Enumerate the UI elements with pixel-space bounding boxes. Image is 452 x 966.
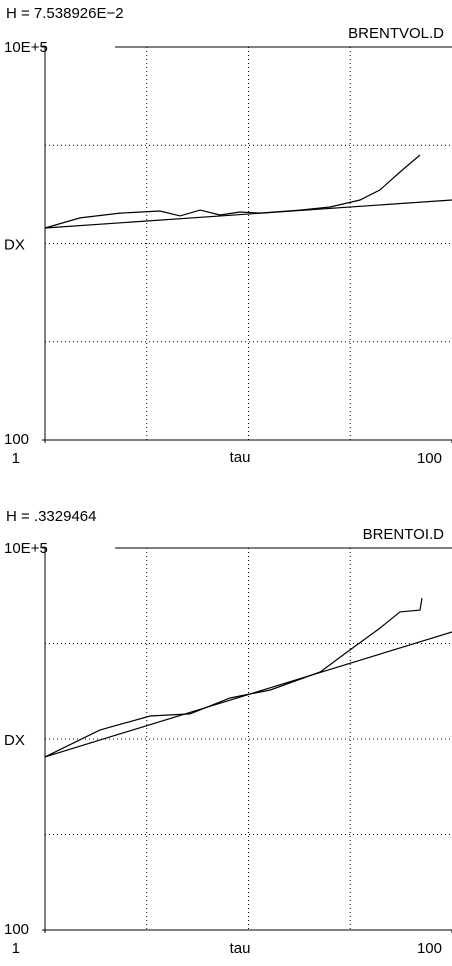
file-label: BRENTVOL.D — [348, 25, 444, 42]
y-axis-label: DX — [4, 732, 25, 749]
chart-title: H = 7.538926E−2 — [6, 5, 124, 22]
y-tick-label: 10E+5 — [4, 540, 48, 557]
data-line — [44, 631, 452, 758]
y-tick-label: 10E+5 — [4, 39, 48, 56]
chart-title: H = .3329464 — [6, 508, 97, 525]
data-line — [44, 598, 423, 758]
y-axis-label: DX — [4, 237, 25, 254]
data-line — [44, 199, 452, 229]
x-tick-label: 1 — [12, 450, 20, 467]
x-tick-label: 1 — [12, 940, 20, 957]
y-tick-label: 100 — [4, 431, 29, 448]
x-axis-label: tau — [230, 940, 251, 957]
y-tick-label: 100 — [4, 921, 29, 938]
x-tick-label: 100 — [417, 450, 442, 467]
data-line — [44, 154, 421, 229]
x-tick-label: 100 — [417, 940, 442, 957]
x-axis-label: tau — [230, 449, 251, 466]
file-label: BRENTOI.D — [363, 526, 445, 543]
